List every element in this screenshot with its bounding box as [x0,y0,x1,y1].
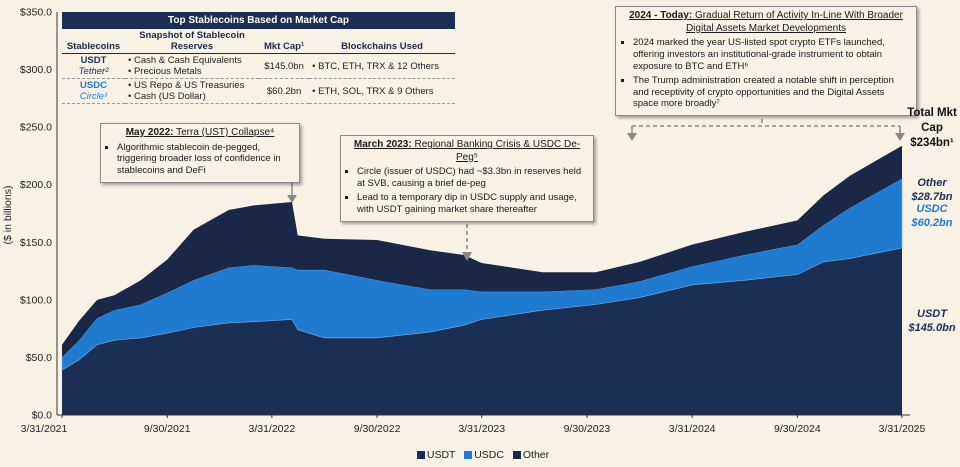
x-tick-label: 9/30/2023 [564,423,611,435]
annotation-date: May 2022: [125,127,174,138]
legend-swatch-usdc [464,451,473,460]
y-tick-label: $350.0 [20,7,52,19]
x-tick-label: 9/30/2022 [354,423,401,435]
annotation-bullet: The Trump administration created a notab… [633,75,911,111]
usdc-name: USDC [916,203,948,215]
x-tick-label: 3/31/2023 [458,423,505,435]
legend-label: USDT [426,449,456,461]
table-row: USDT Tether² • Cash & Cash Equivalents • P… [62,53,455,79]
area-other [62,145,902,358]
chains: BTC, ETH, TRX & 12 Others [318,60,439,72]
mkt-cap: $145.0bn [259,53,310,79]
reserve-item: Cash (US Dollar) [133,91,206,102]
annotation-banking: March 2023: Regional Banking Crisis & US… [340,135,594,222]
arrow-down-icon [895,133,905,141]
y-axis-label: ($ in billions) [2,186,14,245]
annotation-bullet: Circle (issuer of USDC) had ~$3.3bn in r… [357,166,589,190]
y-tick-label: $200.0 [20,179,52,191]
x-tick-label: 9/30/2024 [774,423,821,435]
annotation-terra: May 2022: Terra (UST) Collapse⁴ Algorith… [100,123,300,184]
annotation-bullet: 2024 marked the year US-listed spot cryp… [633,37,911,73]
total-mkt-cap-label: Total Mkt Cap $234bn¹ [907,107,957,149]
table-grid: Stablecoins Snapshot of Stablecoin Reser… [62,29,455,104]
coin-issuer: Tether² [78,66,109,77]
legend: USDT USDC Other [0,449,960,461]
usdt-name: USDT [917,308,947,320]
col-header: Stablecoins [62,29,125,54]
usdc-value: $60.2bn [911,217,953,230]
legend-swatch-usdt [416,451,425,460]
legend-swatch-other [512,451,521,460]
y-tick-label: $50.0 [26,352,52,364]
y-tick-label: $0.0 [32,410,53,422]
other-label: Other $28.7bn [904,176,960,205]
reserve-item: Precious Metals [133,66,202,77]
annotation-date: 2024 - Today: [629,10,693,21]
coin-name: USDT [80,55,107,66]
x-tick-label: 3/31/2024 [669,423,716,435]
arrow-down-icon [462,252,472,261]
reserve-item: US Repo & US Treasuries [133,80,245,91]
y-tick-label: $250.0 [20,122,52,134]
legend-label: USDC [474,449,504,461]
mkt-cap: $60.2bn [259,78,310,104]
other-name: Other [917,177,947,189]
other-value: $28.7bn [911,191,953,204]
usdt-value: $145.0bn [908,322,956,335]
chains: ETH, SOL, TRX & 9 Others [318,85,434,97]
table-title: Top Stablecoins Based on Market Cap [62,12,455,29]
col-header: Blockchains Used [309,29,455,54]
arrow-down-icon [287,195,297,203]
coin-name: USDC [80,80,107,91]
x-tick-label: 3/31/2022 [248,423,295,435]
usdt-label: USDT $145.0bn [904,307,960,336]
annotation-bullet: Algorithmic stablecoin de-pegged, trigge… [117,142,295,178]
annotation-title: Gradual Return of Activity In-Line With … [685,10,903,34]
y-tick-label: $100.0 [20,294,52,306]
y-tick-label: $150.0 [20,237,52,249]
reserve-item: Cash & Cash Equivalents [133,55,242,66]
annotation-title: Regional Banking Crisis & USDC De-Peg⁵ [411,139,581,163]
area-usdc [61,178,903,371]
legend-label: Other [522,449,550,461]
area-usdt [62,248,902,415]
col-header: Snapshot of Stablecoin Reserves [125,29,259,54]
x-tick-label: 3/31/2021 [21,423,68,435]
col-header: Mkt Cap¹ [259,29,310,54]
x-tick-label: 9/30/2021 [144,423,191,435]
x-tick-label: 3/31/2025 [879,423,926,435]
annotation-title: Terra (UST) Collapse⁴ [173,127,275,138]
annotation-today: 2024 - Today: Gradual Return of Activity… [615,6,917,117]
usdc-label: USDC $60.2bn [904,202,960,231]
annotation-bullet: Lead to a temporary dip in USDC supply a… [357,192,589,216]
annotation-date: March 2023: [353,139,412,150]
y-tick-label: $300.0 [20,64,52,76]
stablecoin-table: Top Stablecoins Based on Market Cap Stab… [62,12,455,104]
arrow-down-icon [627,133,637,141]
table-row: USDC Circle³ • US Repo & US Treasuries • C… [62,78,455,104]
coin-issuer: Circle³ [79,91,108,102]
